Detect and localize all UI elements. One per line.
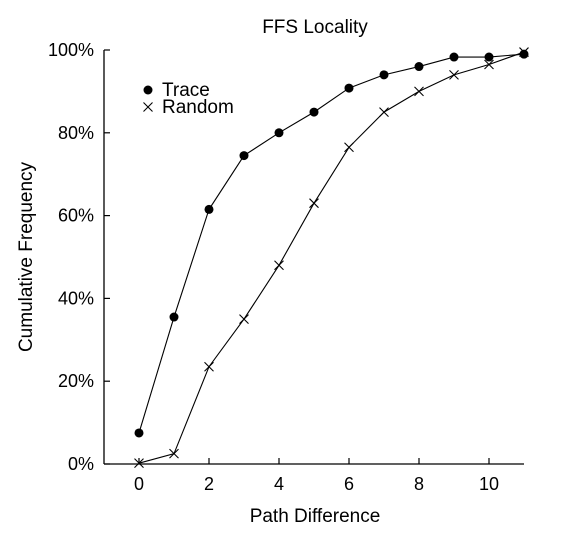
x-tick-label: 2 — [204, 474, 214, 494]
data-point-random-stroke — [519, 47, 529, 57]
series-line-random — [138, 51, 525, 464]
legend-marker-random — [143, 102, 153, 112]
data-point-random-stroke — [169, 448, 179, 459]
legend-item-trace: Trace — [143, 80, 210, 101]
data-point-trace — [204, 204, 214, 214]
data-point-trace — [239, 151, 249, 161]
series-trace — [134, 49, 529, 438]
y-tick-label: 20% — [58, 371, 94, 391]
x-tick-label: 0 — [134, 474, 144, 494]
data-point-trace — [379, 70, 389, 80]
data-point-random — [134, 458, 144, 469]
data-point-trace — [169, 312, 179, 322]
y-tick-label: 60% — [58, 206, 94, 226]
series-random — [134, 47, 529, 469]
data-point-random — [204, 361, 214, 372]
data-point-random-stroke — [239, 314, 249, 324]
data-point-random-stroke — [274, 260, 284, 271]
y-axis-label: Cumulative Frequency — [16, 161, 37, 352]
series-line-trace — [138, 53, 525, 434]
x-tick-label: 6 — [344, 474, 354, 494]
data-point-random-stroke — [134, 458, 144, 469]
data-point-random — [344, 142, 354, 153]
data-point-random — [484, 59, 494, 70]
data-point-random — [239, 314, 249, 324]
y-tick-label: 40% — [58, 288, 94, 308]
y-tick-label: 100% — [48, 40, 94, 60]
x-tick-label: 10 — [479, 474, 499, 494]
data-point-trace — [519, 49, 529, 59]
data-point-trace — [484, 52, 494, 62]
data-point-trace — [134, 428, 144, 438]
data-point-trace — [274, 128, 284, 138]
axes: 0% 20% 40% 60% 80% 100% 0 2 4 6 8 10 — [48, 40, 524, 494]
legend-marker-trace — [143, 85, 153, 95]
data-point-random — [169, 448, 179, 459]
legend-label-random: Random — [162, 97, 234, 118]
data-point-random — [449, 69, 459, 80]
data-point-random-stroke — [414, 86, 424, 97]
data-point-trace — [344, 83, 354, 93]
data-point-random-stroke — [484, 59, 494, 70]
x-tick-label: 4 — [274, 474, 284, 494]
data-point-trace — [414, 62, 424, 72]
y-tick-label: 80% — [58, 123, 94, 143]
data-point-random-stroke — [449, 69, 459, 80]
data-point-random — [309, 198, 319, 209]
data-point-random — [379, 107, 389, 117]
data-point-random — [519, 47, 529, 57]
data-point-random — [274, 260, 284, 271]
series-layer — [134, 47, 529, 469]
data-point-random-stroke — [379, 107, 389, 117]
legend-label-trace: Trace — [162, 80, 210, 101]
data-point-trace — [309, 107, 319, 117]
x-axis-label: Path Difference — [250, 506, 381, 527]
data-point-random-stroke — [309, 198, 319, 209]
x-tick-label: 8 — [414, 474, 424, 494]
data-point-random-stroke — [344, 142, 354, 153]
y-tick-label: 0% — [68, 454, 94, 474]
data-point-trace — [449, 52, 459, 62]
legend-item-random: Random — [143, 97, 234, 118]
data-point-random-stroke — [204, 361, 214, 372]
legend-marker-random-stroke — [143, 102, 153, 112]
chart-title: FFS Locality — [262, 17, 368, 38]
data-point-random — [414, 86, 424, 97]
